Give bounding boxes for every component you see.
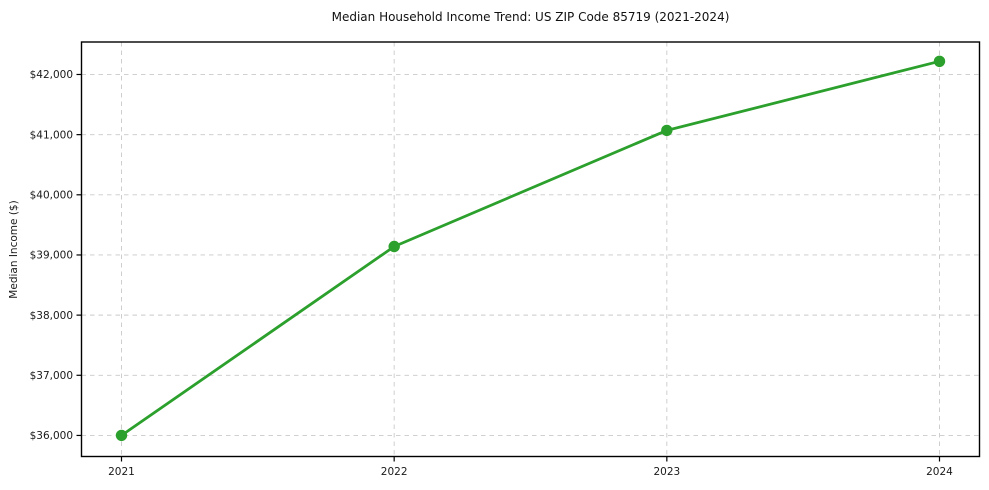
chart-title: Median Household Income Trend: US ZIP Co… (332, 10, 730, 24)
x-tick-label: 2023 (653, 466, 680, 478)
data-point (661, 124, 673, 137)
plot-border (80, 41, 981, 458)
x-axis-tick-labels: 2021 2022 2023 2024 (108, 466, 953, 478)
y-axis-label: Median Income ($) (8, 200, 20, 298)
y-tick-label: $37,000 (30, 370, 73, 382)
y-tick-label: $41,000 (30, 129, 73, 141)
y-tick-label: $36,000 (30, 430, 73, 442)
x-tick-label: 2021 (108, 466, 135, 478)
grid-layer (81, 42, 980, 457)
y-axis-tick-labels: $36,000 $37,000 $38,000 $39,000 $40,000 $41,0… (30, 69, 73, 442)
data-point (115, 429, 128, 442)
axis-ticks (76, 73, 941, 462)
y-tick-label: $38,000 (30, 310, 73, 322)
income-trend-line (120, 59, 941, 437)
y-tick-label: $40,000 (30, 190, 73, 202)
y-tick-label: $42,000 (30, 69, 73, 81)
data-point (388, 240, 400, 253)
data-point (933, 55, 946, 67)
data-point-markers (115, 55, 946, 442)
y-tick-label: $39,000 (30, 250, 73, 262)
x-tick-label: 2024 (926, 466, 953, 478)
x-tick-label: 2022 (381, 466, 408, 478)
